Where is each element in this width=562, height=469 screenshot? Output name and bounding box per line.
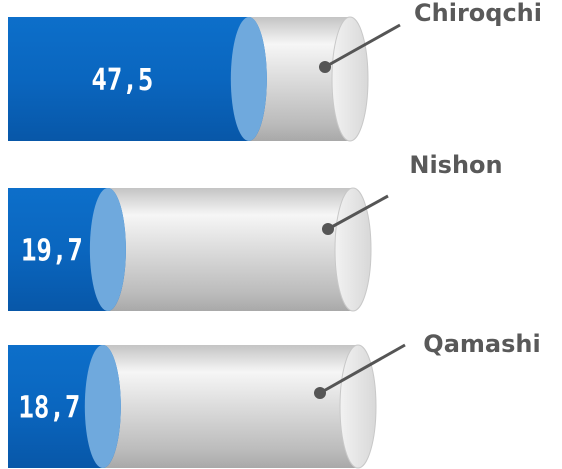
value-bar-end	[89, 188, 126, 311]
category-label: Chiroqchi	[414, 0, 542, 27]
leader-line	[327, 194, 389, 231]
leader-dot	[319, 61, 331, 73]
leader-line	[324, 23, 401, 69]
leader-line	[319, 343, 406, 395]
cylinder-end-cap	[334, 187, 372, 312]
value-label: 47,5	[91, 63, 153, 98]
value-label: 18,7	[18, 391, 80, 426]
leader-dot	[314, 387, 326, 399]
value-bar-end	[84, 345, 121, 468]
value-bar-end	[230, 17, 267, 141]
cylinder-end-cap	[331, 16, 369, 142]
leader-dot	[322, 223, 334, 235]
category-label: Nishon	[409, 151, 502, 179]
value-label: 19,7	[21, 234, 83, 269]
category-label: Qamashi	[423, 330, 540, 358]
value-bar	[8, 17, 267, 141]
